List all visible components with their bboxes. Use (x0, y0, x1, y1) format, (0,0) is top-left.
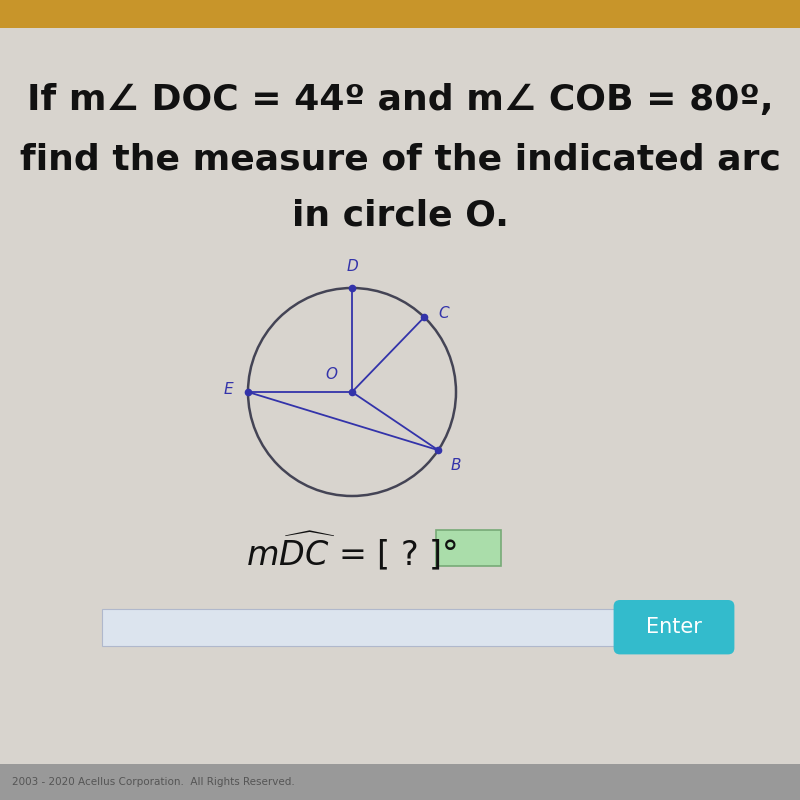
Text: find the measure of the indicated arc: find the measure of the indicated arc (19, 143, 781, 177)
Text: B: B (451, 458, 462, 473)
Text: in circle O.: in circle O. (291, 199, 509, 233)
Text: Enter: Enter (646, 618, 702, 637)
FancyBboxPatch shape (436, 530, 501, 566)
Text: If m∠ DOC = 44º and m∠ COB = 80º,: If m∠ DOC = 44º and m∠ COB = 80º, (26, 83, 774, 117)
Text: 2003 - 2020 Acellus Corporation.  All Rights Reserved.: 2003 - 2020 Acellus Corporation. All Rig… (12, 778, 294, 787)
Text: D: D (346, 258, 358, 274)
FancyBboxPatch shape (614, 600, 734, 654)
Text: O: O (326, 367, 338, 382)
Text: $m\widehat{DC}$ = [ ? ]°: $m\widehat{DC}$ = [ ? ]° (246, 530, 458, 574)
Bar (0, 0, 800, 28)
Text: E: E (224, 382, 234, 397)
FancyBboxPatch shape (102, 609, 618, 646)
Bar (0, 764, 800, 800)
Text: C: C (438, 306, 450, 321)
